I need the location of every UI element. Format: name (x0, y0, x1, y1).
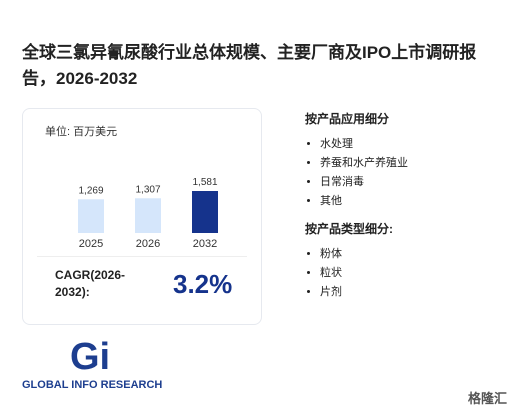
title: 全球三氯异氰尿酸行业总体规模、主要厂商及IPO上市调研报告，2026-2032 (22, 43, 477, 88)
segment: 按产品应用细分水处理养蚕和水产养殖业日常消毒其他 (305, 110, 408, 211)
segment-item: 粒状 (320, 264, 393, 283)
card: 单位: 百万美元 1,269 2025 1,307 2026 1,581 2032 CAG… (22, 108, 262, 325)
value-label: 1,581 (192, 177, 217, 188)
logo: Gi GLOBAL INFO RESEARCH (22, 335, 162, 391)
logo-text: GLOBAL INFO RESEARCH (22, 379, 163, 391)
value-label: 1,307 (135, 184, 160, 195)
bar (135, 198, 161, 233)
divider (37, 256, 247, 257)
x-label: 2025 (79, 238, 103, 250)
segment-item: 日常消毒 (320, 173, 408, 192)
segment-list: 水处理养蚕和水产养殖业日常消毒其他 (305, 135, 408, 211)
unit: 单位: 百万美元 (45, 126, 118, 138)
logo-mark: Gi (70, 336, 111, 378)
value-label: 1,269 (78, 185, 103, 196)
segment-title: 按产品应用细分 (305, 112, 390, 126)
segment: 按产品类型细分: 粉体粒状片剂 (305, 220, 393, 302)
bar-chart: 1,269 2025 1,307 2026 1,581 2032 (78, 177, 218, 250)
segment-item: 片剂 (320, 283, 393, 302)
segment-item: 养蚕和水产养殖业 (320, 154, 408, 173)
segment-list: 粉体粒状片剂 (305, 245, 393, 302)
segment-item: 水处理 (320, 135, 408, 154)
segment-item: 粉体 (320, 245, 393, 264)
x-label: 2032 (193, 238, 217, 250)
cagr-label: CAGR(2026-2032): (55, 268, 126, 299)
watermark: 格隆汇 (467, 391, 507, 406)
cagr-value: 3.2% (173, 269, 233, 299)
segment-item: 其他 (320, 192, 408, 211)
segment-title: 按产品类型细分: (305, 222, 393, 236)
bar (78, 199, 104, 233)
bar (192, 191, 218, 233)
x-label: 2026 (136, 238, 160, 250)
